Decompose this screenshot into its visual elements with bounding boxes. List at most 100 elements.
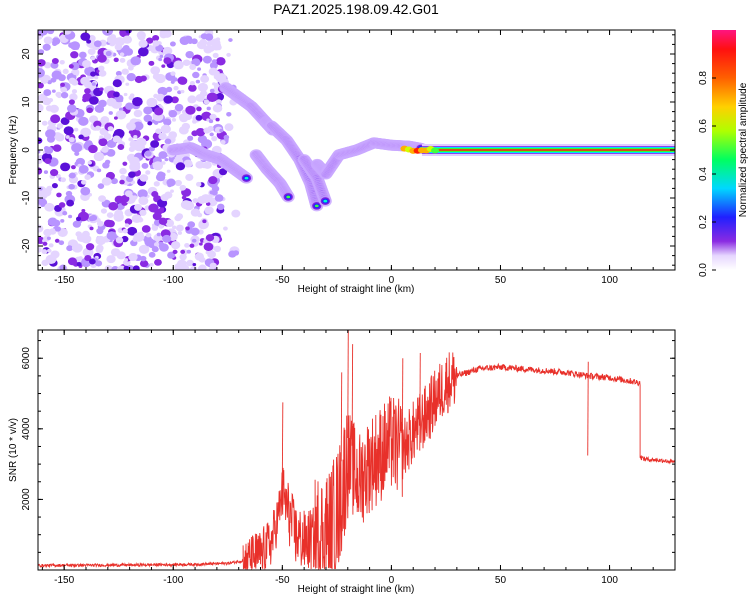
heatmap-noise-blob [137, 189, 148, 199]
heatmap-noise-blob [93, 151, 105, 162]
heatmap-noise-blob [38, 49, 45, 55]
heatmap-noise-blob [149, 262, 154, 267]
heatmap-noise-blob [38, 204, 42, 210]
heatmap-noise-blob [164, 138, 172, 145]
heatmap-noise-blob [52, 144, 62, 152]
snr-xtick-label: 100 [601, 575, 618, 586]
heatmap-noise-blob [91, 82, 96, 86]
heatmap-noise-blob [106, 255, 116, 264]
snr-ytick-label: 6000 [21, 347, 32, 370]
heatmap-noise-blob [47, 217, 58, 227]
heatmap-noise-blob [96, 227, 104, 235]
heatmap-noise-blob [173, 60, 184, 70]
heatmap-noise-blob [44, 158, 52, 164]
heatmap-noise-blob [204, 206, 214, 215]
heatmap-noise-blob [98, 65, 105, 72]
heatmap-noise-blob [133, 232, 145, 242]
snr-ylabel: SNR (10 * v/v) [8, 418, 19, 482]
heatmap-noise-blob [200, 75, 210, 83]
heatmap-noise-blob [51, 183, 58, 189]
heatmap-noise-blob [38, 157, 43, 165]
heatmap-noise-blob [168, 110, 178, 118]
heatmap-noise-blob [71, 243, 83, 253]
heatmap-noise-blob [68, 214, 73, 219]
heatmap-noise-blob [224, 123, 234, 131]
heatmap-noise-blob [38, 167, 41, 172]
heatmap-noise-blob [185, 50, 194, 59]
heatmap-noise-blob [172, 249, 178, 255]
snr-spike [347, 330, 349, 439]
heatmap-noise-blob [117, 265, 126, 270]
heatmap-noise-blob [56, 123, 64, 129]
heatmap-noise-blob [213, 73, 221, 80]
heatmap-noise-blob [80, 32, 91, 41]
heatmap-noise-blob [41, 188, 52, 197]
heatmap-noise-blob [185, 173, 194, 181]
heatmap-noise-blob [201, 111, 212, 121]
heatmap-noise-blob [168, 131, 178, 139]
heatmap-noise-blob [153, 233, 163, 243]
heatmap-noise-blob [192, 71, 200, 79]
heatmap-noise-blob [125, 30, 132, 34]
heatmap-noise-blob [46, 248, 52, 253]
heatmap-noise-blob [141, 162, 149, 169]
heatmap-noise-blob [59, 264, 67, 270]
heatmap-noise-blob [199, 242, 203, 246]
heatmap-noise-blob [152, 40, 160, 47]
heatmap-noise-blob [88, 258, 96, 265]
heatmap-noise-blob [132, 96, 143, 107]
heatmap-noise-blob [171, 117, 177, 122]
heatmap-noise-blob [84, 174, 91, 181]
heatmap-noise-blob [58, 202, 66, 208]
heatmap-noise-blob [78, 51, 87, 59]
heatmap-noise-blob [174, 179, 182, 187]
snr-spike [281, 402, 284, 478]
heatmap-noise-blob [63, 126, 74, 135]
heatmap-noise-blob [208, 266, 215, 270]
heatmap-noise-blob [41, 120, 48, 126]
heatmap-noise-blob [122, 228, 128, 234]
heatmap-noise-blob [128, 253, 138, 262]
heatmap-noise-blob [78, 134, 84, 140]
heatmap-noise-blob [50, 114, 61, 124]
heatmap-noise-blob [203, 99, 210, 105]
heatmap-noise-blob [206, 92, 218, 102]
heatmap-noise-blob [115, 70, 122, 77]
heatmap-noise-blob [50, 169, 59, 177]
heatmap-noise-blob [170, 71, 176, 76]
heatmap-noise-blob [211, 41, 222, 51]
heatmap-noise-blob [170, 80, 175, 84]
heatmap-noise-blob [197, 195, 207, 204]
heatmap-noise-blob [174, 215, 182, 222]
heatmap-noise-blob [226, 52, 231, 57]
heatmap-noise-blob [219, 168, 228, 176]
chart-title: PAZ1.2025.198.09.42.G01 [273, 1, 439, 17]
heatmap-noise-blob [87, 48, 96, 56]
heatmap-noise-blob [81, 209, 86, 213]
heatmap-noise-blob [60, 219, 65, 223]
heatmap-noise-blob [38, 198, 48, 208]
heatmap-noise-blob [153, 242, 160, 247]
heatmap-noise-blob [42, 241, 48, 246]
heatmap-noise-blob [90, 214, 98, 221]
colorbar-tick-label: 0.8 [698, 71, 709, 85]
heatmap-noise-blob [170, 189, 174, 193]
heatmap-noise-blob [207, 125, 214, 132]
heatmap-noise-blob [138, 39, 148, 48]
colorbar-tick-label: 0.2 [698, 215, 709, 229]
heatmap-noise-blob [114, 209, 124, 218]
heatmap-noise-blob [158, 132, 167, 140]
heatmap-noise-blob [174, 103, 184, 112]
heatmap-noise-blob [74, 127, 79, 132]
heatmap-noise-blob [68, 183, 75, 190]
heatmap-noise-blob [57, 94, 62, 99]
heatmap-noise-blob [195, 79, 201, 84]
spectrogram-xtick-label: 50 [495, 275, 507, 286]
heatmap-noise-blob [113, 116, 118, 120]
heatmap-noise-blob [134, 75, 144, 84]
heatmap-noise-blob [80, 179, 87, 185]
heatmap-noise-blob [122, 161, 128, 166]
heatmap-noise-blob [208, 67, 218, 76]
heatmap-noise-blob [196, 106, 202, 112]
snr-series-line [38, 352, 675, 570]
